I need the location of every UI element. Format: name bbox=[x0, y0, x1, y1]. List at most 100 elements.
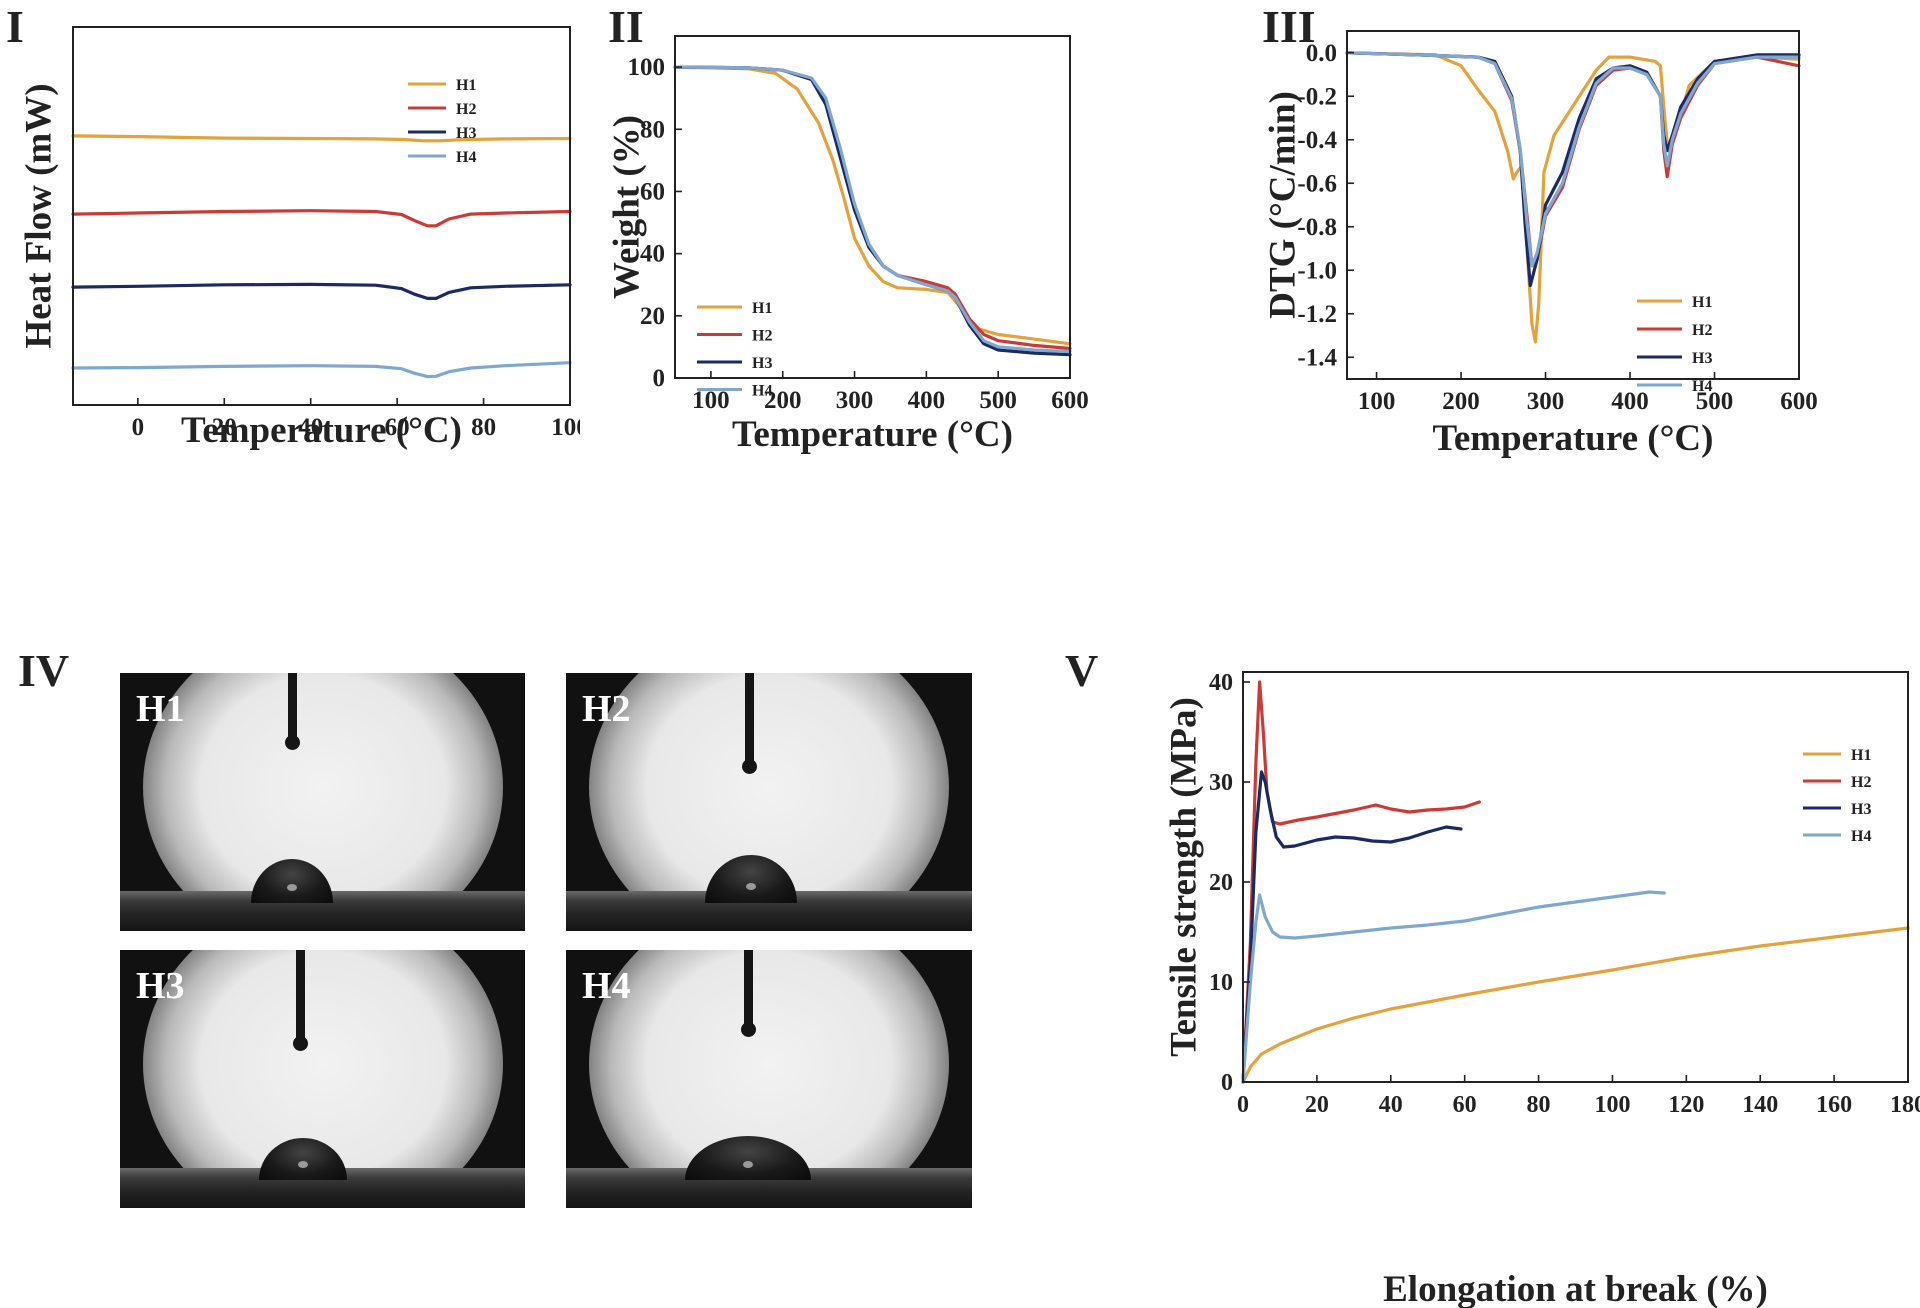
chart-dtg: 100 200 300 400 500 600 0.0 -0.2 -0.4 -0.6 -0.8 -1.… bbox=[1262, 30, 1818, 459]
series-line-H2 bbox=[1241, 680, 1481, 1084]
x-tick-label: 100 bbox=[1594, 1092, 1630, 1118]
x-tick-label: 120 bbox=[1668, 1092, 1704, 1118]
legend-label-H1: H1 bbox=[456, 77, 476, 94]
legend-label-H1: H1 bbox=[752, 300, 772, 317]
contact-angle-photo-H1: H1 bbox=[120, 673, 525, 931]
x-tick-label: 400 bbox=[908, 387, 946, 414]
chart-tensile: 0 20 40 60 80 100 120 140 160 180 0 10 20 30 40 Elongat… bbox=[1163, 670, 1920, 1308]
droplet-glint bbox=[287, 883, 297, 891]
x-axis-label: Temperature (°C) bbox=[732, 414, 1013, 455]
panel-label-II: II bbox=[608, 1, 644, 52]
series-line-H1 bbox=[71, 134, 572, 143]
needle bbox=[745, 673, 754, 765]
y-tick-label: 40 bbox=[1209, 670, 1233, 696]
needle-tip bbox=[285, 735, 300, 750]
x-tick-label: 500 bbox=[1696, 388, 1734, 415]
droplet-glint bbox=[298, 1161, 308, 1169]
y-tick-label: 40 bbox=[640, 241, 665, 268]
x-axis-label: Temperature (°C) bbox=[181, 410, 462, 451]
x-tick-label: 60 bbox=[385, 414, 410, 441]
x-tick-label: 100 bbox=[551, 414, 580, 441]
photo-label: H1 bbox=[136, 688, 185, 730]
y-tick-label: 100 bbox=[628, 54, 666, 81]
droplet-glint bbox=[743, 1160, 753, 1168]
y-tick-label: -0.8 bbox=[1297, 214, 1337, 241]
legend-label-H3: H3 bbox=[1851, 801, 1871, 818]
x-tick-label: 160 bbox=[1816, 1092, 1852, 1118]
legend-label-H2: H2 bbox=[1692, 322, 1712, 339]
y-tick-label: -0.2 bbox=[1297, 83, 1337, 110]
legend-label-H2: H2 bbox=[752, 328, 772, 345]
y-tick-label: 20 bbox=[640, 303, 665, 330]
legend-label-H2: H2 bbox=[456, 101, 476, 118]
series-line-H3 bbox=[673, 65, 1072, 357]
y-tick-label: 60 bbox=[640, 178, 665, 205]
legend-label-H2: H2 bbox=[1851, 774, 1871, 791]
x-tick-label: 0 bbox=[1237, 1092, 1249, 1118]
x-tick-label: 180 bbox=[1890, 1092, 1920, 1118]
x-tick-label: 20 bbox=[212, 414, 237, 441]
y-tick-label: 10 bbox=[1209, 970, 1233, 996]
y-tick-label: -1.4 bbox=[1297, 344, 1337, 371]
photo-label: H3 bbox=[136, 965, 185, 1007]
x-tick-label: 80 bbox=[1527, 1092, 1551, 1118]
y-axis-label: Weight (%) bbox=[606, 115, 647, 299]
series-line-H3 bbox=[71, 282, 572, 300]
x-tick-label: 20 bbox=[1305, 1092, 1329, 1118]
series-line-H2 bbox=[71, 209, 572, 228]
y-axis-label: Tensile strength (MPa) bbox=[1163, 697, 1204, 1057]
series-line-H4 bbox=[1345, 51, 1801, 268]
legend-label-H4: H4 bbox=[456, 149, 476, 166]
x-tick-label: 60 bbox=[1453, 1092, 1477, 1118]
y-tick-label: -1.0 bbox=[1297, 257, 1337, 284]
series-line-H2 bbox=[1345, 51, 1801, 268]
needle bbox=[296, 950, 305, 1042]
x-tick-label: 200 bbox=[764, 387, 802, 414]
panel-label-V: V bbox=[1065, 645, 1099, 696]
legend-label-H3: H3 bbox=[1692, 350, 1712, 367]
y-axis-label: DTG (°C/min) bbox=[1262, 91, 1303, 319]
y-tick-label: 0 bbox=[653, 365, 666, 392]
x-tick-label: 600 bbox=[1051, 387, 1089, 414]
y-tick-label: 0 bbox=[1221, 1070, 1233, 1096]
series-line-H3 bbox=[1241, 770, 1463, 1084]
x-tick-label: 40 bbox=[1379, 1092, 1403, 1118]
legend-label-H3: H3 bbox=[456, 125, 476, 142]
contact-angle-photo-H2: H2 bbox=[566, 673, 972, 931]
y-tick-label: 80 bbox=[640, 116, 665, 143]
x-axis-label: Temperature (°C) bbox=[1433, 418, 1714, 459]
series-line-H4 bbox=[71, 361, 572, 379]
needle-tip bbox=[293, 1036, 308, 1051]
x-tick-label: 80 bbox=[471, 414, 496, 441]
needle bbox=[744, 950, 753, 1028]
needle-tip bbox=[741, 1022, 756, 1037]
panel-label-I: I bbox=[6, 1, 24, 52]
x-tick-label: 140 bbox=[1742, 1092, 1778, 1118]
legend-label-H1: H1 bbox=[1692, 294, 1712, 311]
contact-angle-photo-H3: H3 bbox=[120, 950, 525, 1208]
x-tick-label: 400 bbox=[1611, 388, 1649, 415]
y-tick-label: -0.6 bbox=[1297, 170, 1337, 197]
contact-angle-photo-H4: H4 bbox=[566, 950, 972, 1208]
plot-frame bbox=[1242, 671, 1909, 1083]
panel-label-III: III bbox=[1262, 1, 1316, 52]
series-line-H1 bbox=[673, 65, 1072, 346]
y-tick-label: -0.4 bbox=[1297, 127, 1337, 154]
y-tick-label: 0.0 bbox=[1306, 40, 1337, 67]
series-line-H1 bbox=[1345, 51, 1801, 344]
legend-label-H4: H4 bbox=[752, 383, 772, 400]
chart-weight: 100 200 300 400 500 600020406080100Temperatur… bbox=[606, 35, 1089, 455]
x-tick-label: 500 bbox=[979, 387, 1017, 414]
legend-label-H1: H1 bbox=[1851, 747, 1871, 764]
x-tick-label: 300 bbox=[836, 387, 874, 414]
legend-label-H4: H4 bbox=[1851, 828, 1871, 845]
x-tick-label: 200 bbox=[1442, 388, 1480, 415]
x-axis-label: Elongation at break (%) bbox=[1383, 1269, 1768, 1308]
plot-frame bbox=[72, 26, 571, 406]
y-axis-label: Heat Flow (mW) bbox=[18, 83, 59, 348]
photo-label: H4 bbox=[582, 965, 631, 1007]
x-tick-label: 40 bbox=[298, 414, 323, 441]
legend-label-H3: H3 bbox=[752, 355, 772, 372]
panel-label-IV: IV bbox=[18, 645, 70, 696]
plot-frame bbox=[674, 35, 1071, 379]
